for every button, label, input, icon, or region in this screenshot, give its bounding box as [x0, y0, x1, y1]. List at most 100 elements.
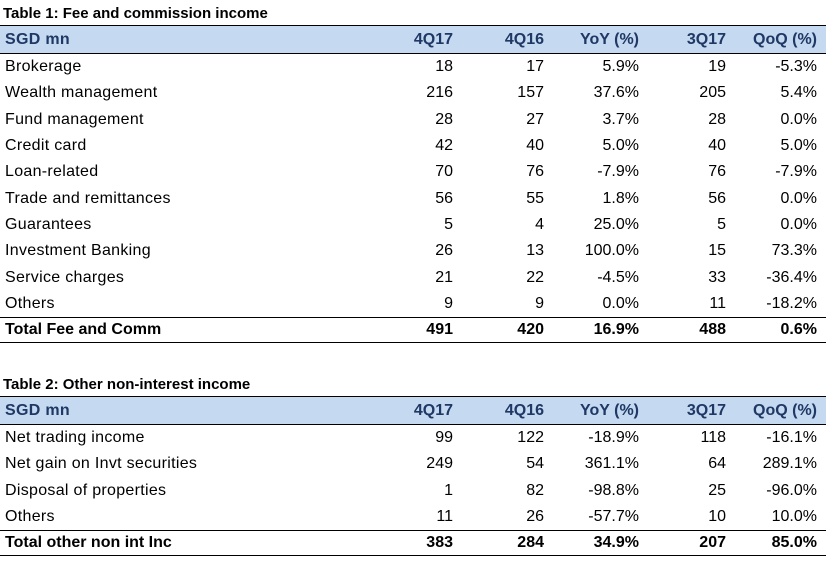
table-row: Credit card 42 40 5.0% 40 5.0% — [0, 133, 826, 159]
table-cell: 33 — [708, 268, 726, 286]
table-cell: 5 — [444, 215, 453, 233]
table-cell: 21 — [435, 268, 453, 286]
table-cell: 25 — [708, 481, 726, 499]
row-label: Fund management — [5, 110, 144, 128]
table-cell: -16.1% — [766, 429, 817, 447]
table-cell: 15 — [708, 242, 726, 260]
table-cell: -7.9% — [775, 163, 817, 181]
table-cell: 5 — [717, 215, 726, 233]
table-row: Net gain on Invt securities 249 54 361.1% 64… — [0, 451, 826, 477]
row-label: Others — [5, 508, 55, 526]
table-cell: 22 — [526, 268, 544, 286]
table-cell: 205 — [699, 84, 726, 102]
column-header: 4Q17 — [413, 30, 453, 48]
fee-commission-table: Table 1: Fee and commission income SGD m… — [0, 4, 826, 343]
table-cell: 361.1% — [584, 455, 639, 473]
table-cell: 0.0% — [780, 215, 817, 233]
row-label: Net trading income — [5, 429, 145, 447]
row-label: Guarantees — [5, 215, 92, 233]
table-row: Investment Banking 26 13 100.0% 15 73.3% — [0, 238, 826, 264]
table-cell: 82 — [526, 481, 544, 499]
table-cell: 13 — [526, 242, 544, 260]
total-cell: 420 — [517, 320, 544, 338]
table-row: Others 9 9 0.0% 11 -18.2% — [0, 291, 826, 317]
row-label: Service charges — [5, 268, 125, 286]
table-cell: 10.0% — [771, 508, 817, 526]
column-header: YoY (%) — [580, 30, 639, 48]
row-label: Investment Banking — [5, 242, 151, 260]
row-label: Loan-related — [5, 163, 99, 181]
table-cell: 1.8% — [602, 189, 639, 207]
table-row: Trade and remittances 56 55 1.8% 56 0.0% — [0, 185, 826, 211]
column-header: SGD mn — [5, 401, 70, 419]
table-cell: 0.0% — [780, 110, 817, 128]
table-cell: 9 — [535, 294, 544, 312]
row-label: Credit card — [5, 137, 87, 155]
table-cell: 25.0% — [593, 215, 639, 233]
table-cell: -98.8% — [588, 481, 639, 499]
column-header: 3Q17 — [686, 30, 726, 48]
table-cell: 17 — [526, 58, 544, 76]
column-header: 3Q17 — [686, 401, 726, 419]
table-cell: 28 — [435, 110, 453, 128]
table-cell: -18.9% — [588, 429, 639, 447]
table-cell: 9 — [444, 294, 453, 312]
table-cell: 56 — [708, 189, 726, 207]
table-cell: -18.2% — [766, 294, 817, 312]
table-cell: -4.5% — [597, 268, 639, 286]
column-header: YoY (%) — [580, 401, 639, 419]
row-label: Brokerage — [5, 58, 82, 76]
total-cell: 34.9% — [593, 534, 639, 552]
table-row: Loan-related 70 76 -7.9% 76 -7.9% — [0, 159, 826, 185]
table-cell: 18 — [435, 58, 453, 76]
table-cell: 0.0% — [780, 189, 817, 207]
total-cell: 488 — [699, 320, 726, 338]
column-header: 4Q16 — [504, 401, 544, 419]
column-header: 4Q17 — [413, 401, 453, 419]
table-header-row: SGD mn 4Q17 4Q16 YoY (%) 3Q17 QoQ (%) — [0, 25, 826, 54]
table-cell: 5.0% — [602, 137, 639, 155]
table-cell: -96.0% — [766, 481, 817, 499]
table-cell: -5.3% — [775, 58, 817, 76]
table-row: Disposal of properties 1 82 -98.8% 25 -96.0% — [0, 478, 826, 504]
column-header: QoQ (%) — [753, 401, 817, 419]
table-cell: 11 — [436, 508, 453, 526]
column-header: SGD mn — [5, 30, 70, 48]
table-cell: -57.7% — [588, 508, 639, 526]
table-cell: 73.3% — [771, 242, 817, 260]
total-row: Total other non int Inc 383 284 34.9% 20… — [0, 530, 826, 557]
total-cell: 284 — [517, 534, 544, 552]
table-cell: 28 — [708, 110, 726, 128]
table-cell: 56 — [435, 189, 453, 207]
table-cell: 26 — [526, 508, 544, 526]
total-cell: 0.6% — [780, 320, 817, 338]
table-row: Fund management 28 27 3.7% 28 0.0% — [0, 107, 826, 133]
table-cell: 42 — [435, 137, 453, 155]
table-cell: 122 — [517, 429, 544, 447]
table-row: Others 11 26 -57.7% 10 10.0% — [0, 504, 826, 530]
table-cell: 37.6% — [593, 84, 639, 102]
table-cell: 3.7% — [602, 110, 639, 128]
table-row: Service charges 21 22 -4.5% 33 -36.4% — [0, 264, 826, 290]
table-cell: -36.4% — [766, 268, 817, 286]
other-income-table: Table 2: Other non-interest income SGD m… — [0, 375, 826, 557]
table-title: Table 2: Other non-interest income — [3, 376, 251, 393]
table-cell: 54 — [526, 455, 544, 473]
table-cell: 10 — [708, 508, 726, 526]
table-cell: 70 — [435, 163, 453, 181]
table-row: Brokerage 18 17 5.9% 19 -5.3% — [0, 54, 826, 80]
table-cell: 11 — [709, 294, 726, 312]
total-cell: 85.0% — [771, 534, 817, 552]
table-cell: 118 — [700, 429, 726, 447]
table-cell: 99 — [435, 429, 453, 447]
table-cell: 0.0% — [602, 294, 639, 312]
table-header-row: SGD mn 4Q17 4Q16 YoY (%) 3Q17 QoQ (%) — [0, 396, 826, 425]
table-cell: 27 — [526, 110, 544, 128]
row-label: Disposal of properties — [5, 481, 167, 499]
table-cell: 40 — [526, 137, 544, 155]
table-cell: 157 — [517, 84, 544, 102]
row-label: Trade and remittances — [5, 189, 171, 207]
table-cell: 76 — [708, 163, 726, 181]
table-cell: 5.4% — [780, 84, 817, 102]
table-cell: -7.9% — [597, 163, 639, 181]
